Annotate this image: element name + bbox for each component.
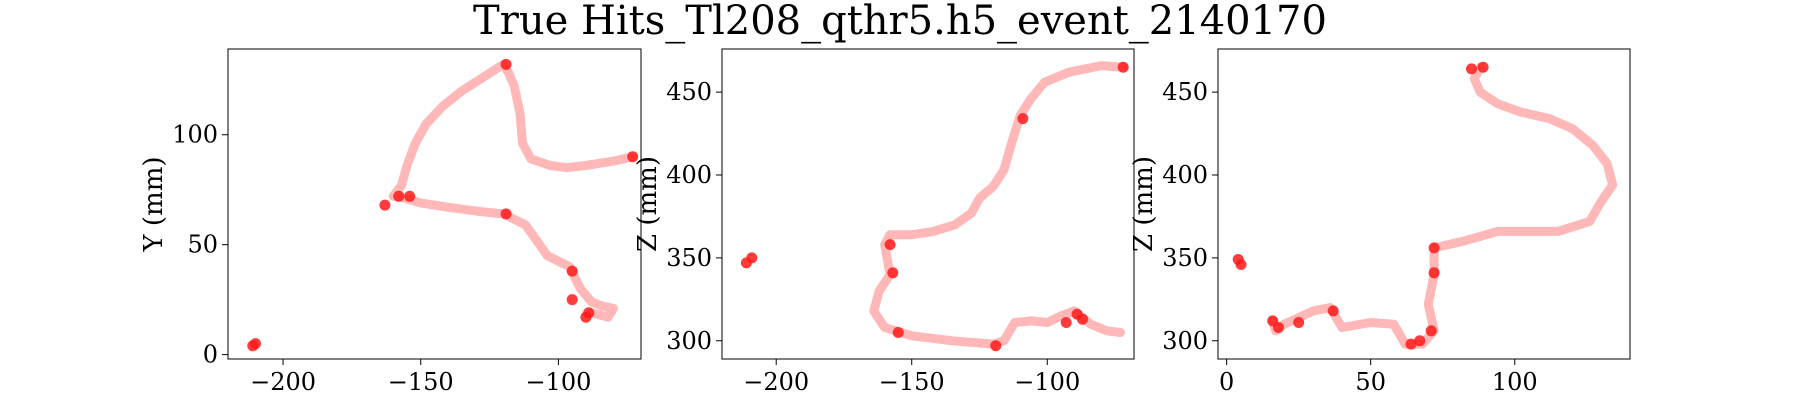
hit-point bbox=[393, 190, 405, 202]
y-tick-label: 350 bbox=[1162, 244, 1208, 272]
axes-frame-3 bbox=[1217, 48, 1631, 360]
y-tick-label: 300 bbox=[1162, 327, 1208, 355]
y-tick-label: 450 bbox=[1162, 78, 1208, 106]
x-tick-label: 50 bbox=[1355, 368, 1386, 396]
hit-point bbox=[1077, 313, 1088, 325]
hit-track-3 bbox=[1268, 62, 1618, 349]
hit-point bbox=[1327, 305, 1339, 317]
x-tick-label: 100 bbox=[1492, 368, 1538, 396]
hit-point bbox=[1405, 338, 1417, 350]
subplot-3: 0 50 100 300 350 400 450 Z (mm) bbox=[1129, 48, 1631, 396]
x-tick-label: −100 bbox=[525, 368, 591, 396]
y-axis-label: Z (mm) bbox=[1129, 156, 1159, 252]
x-tick-label: −150 bbox=[388, 368, 454, 396]
axes-frame-2 bbox=[721, 48, 1135, 360]
hit-point bbox=[1428, 242, 1440, 254]
hit-point bbox=[500, 208, 512, 220]
y-tick-label: 350 bbox=[666, 244, 712, 272]
hit-point bbox=[990, 340, 1002, 352]
y-tick-label: 0 bbox=[203, 341, 218, 369]
y-tick-label: 50 bbox=[187, 231, 218, 259]
axes-frame-1 bbox=[227, 48, 642, 360]
x-tick-label: −200 bbox=[250, 368, 316, 396]
hit-point bbox=[500, 58, 512, 70]
y-tick-label: 400 bbox=[1162, 161, 1208, 189]
hit-point bbox=[583, 307, 595, 319]
figure-title: True Hits_Tl208_qthr5.h5_event_2140170 bbox=[473, 0, 1327, 44]
hit-point bbox=[1017, 113, 1029, 125]
x-tick-label: −150 bbox=[879, 368, 945, 396]
hit-point bbox=[1466, 63, 1477, 75]
hit-point bbox=[1117, 61, 1129, 73]
hit-point bbox=[1235, 259, 1247, 270]
hit-point bbox=[892, 327, 904, 338]
x-tick-label: −200 bbox=[743, 368, 809, 396]
hit-point bbox=[746, 252, 758, 264]
hit-point bbox=[1273, 322, 1284, 333]
hit-point bbox=[566, 294, 578, 306]
hit-point bbox=[887, 267, 899, 279]
hit-point bbox=[1428, 267, 1440, 279]
hit-point bbox=[627, 151, 639, 163]
hit-track-2 bbox=[869, 61, 1128, 349]
y-axis-label: Z (mm) bbox=[633, 156, 663, 252]
hit-point bbox=[379, 199, 391, 211]
y-tick-label: 450 bbox=[666, 78, 712, 106]
y-axis-label: Y (mm) bbox=[139, 156, 169, 252]
x-tick-label: −100 bbox=[1014, 368, 1080, 396]
y-tick-label: 400 bbox=[666, 161, 712, 189]
subplot-2: −200 −150 −100 300 350 400 450 Z (mm) bbox=[633, 48, 1135, 396]
hit-point bbox=[1414, 335, 1426, 347]
hit-point bbox=[566, 265, 578, 277]
hit-point bbox=[404, 190, 416, 202]
hit-point bbox=[247, 340, 259, 352]
hit-point bbox=[1477, 61, 1489, 73]
hit-track-1 bbox=[388, 59, 638, 322]
hit-point bbox=[1293, 317, 1305, 328]
x-tick-label: 0 bbox=[1219, 368, 1234, 396]
y-tick-label: 100 bbox=[172, 121, 218, 149]
y-tick-label: 300 bbox=[666, 327, 712, 355]
hit-point bbox=[884, 239, 896, 251]
hit-point bbox=[1425, 325, 1437, 337]
hit-point bbox=[1060, 317, 1072, 328]
